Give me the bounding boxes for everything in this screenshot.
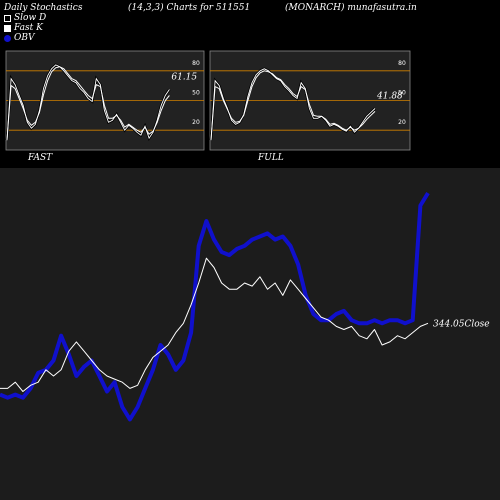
legend-label-slow-d: Slow D: [14, 13, 47, 23]
full-series-1: [210, 70, 376, 141]
chart-symbol: (MONARCH) munafasutra.in: [285, 3, 417, 13]
obv-series: [0, 192, 430, 422]
legend-fast-k: Fast K: [4, 23, 43, 33]
legend-label-obv: OBV: [14, 33, 35, 43]
legend-swatch-obv: [4, 34, 11, 42]
main-panel: 344.05Close: [0, 168, 500, 500]
full-panel-label: FULL: [258, 153, 284, 163]
full-panel: 80 50 20 41.88: [209, 50, 411, 151]
legend-obv: OBV: [4, 33, 35, 43]
fast-panel-label: FAST: [28, 153, 53, 163]
legend-swatch-slow-d: [4, 14, 11, 22]
fast-series-1: [6, 66, 170, 141]
fast-panel: 80 50 20 61.15: [5, 50, 205, 151]
chart-title: Daily Stochastics: [4, 3, 83, 13]
fast-tick-label-80: 80: [192, 60, 200, 67]
full-tick-label-80: 80: [398, 60, 406, 67]
fast-last-value: 61.15: [171, 72, 197, 82]
full-tick-label-50: 50: [398, 90, 406, 97]
full-tick-label-20: 20: [398, 119, 406, 126]
chart-params: (14,3,3) Charts for 511551: [128, 3, 251, 13]
legend-slow-d: Slow D: [4, 13, 46, 23]
full-last-value: 41.88: [376, 92, 403, 102]
legend-swatch-fast-k: [4, 24, 11, 32]
fast-tick-label-20: 20: [192, 119, 200, 126]
legend-label-fast-k: Fast K: [14, 23, 43, 33]
close-value-label: 344.05Close: [433, 319, 490, 329]
main-panel-bg: [0, 168, 500, 500]
fast-series-0-outline: [6, 64, 170, 141]
fast-tick-label-50: 50: [192, 90, 200, 97]
close-series: [0, 257, 429, 392]
